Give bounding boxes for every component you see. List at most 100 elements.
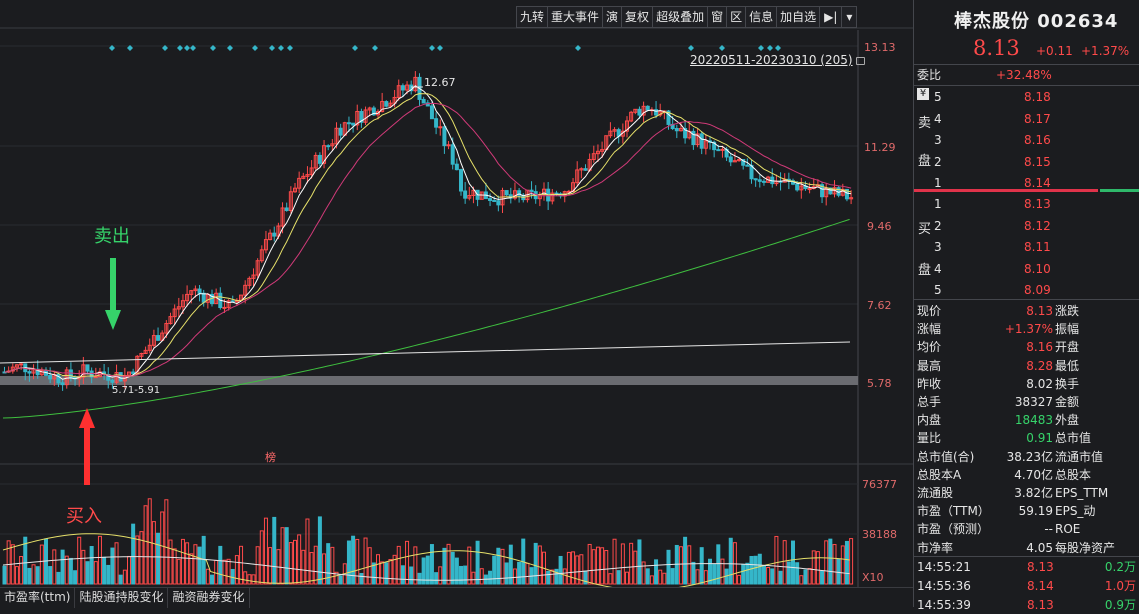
tick-price: 8.14 xyxy=(1027,579,1054,593)
rank-flag[interactable]: 榜 xyxy=(265,451,276,464)
bid-price: 8.12 xyxy=(1024,218,1051,233)
stock-code: 002634 xyxy=(1037,11,1119,32)
stock-title: 棒杰股份 002634 xyxy=(954,7,1118,33)
volume-bar xyxy=(392,554,397,585)
sell-arrow-icon xyxy=(105,258,121,330)
candle-body xyxy=(728,156,733,163)
toolbar-demo-button[interactable]: 演 xyxy=(602,6,623,28)
quote-row: 量比 0.91 总市值 xyxy=(914,429,1139,447)
volume-bar xyxy=(732,542,737,585)
toolbar-adjust-button[interactable]: 复权 xyxy=(621,6,654,28)
volume-bar xyxy=(388,558,393,585)
candle-body xyxy=(330,143,335,147)
volume-bar xyxy=(815,551,820,585)
candle-body xyxy=(110,379,115,383)
candle-body xyxy=(189,290,194,295)
candle-body xyxy=(156,335,161,341)
signal-diamond-icon xyxy=(287,45,293,51)
volume-bar xyxy=(297,534,302,585)
volume-bar xyxy=(172,548,177,585)
volume-bar xyxy=(326,543,331,585)
signal-diamond-icon xyxy=(352,45,358,51)
quote-value: +1.37% xyxy=(1004,322,1053,337)
toolbar-nine-turn-button[interactable]: 九转 xyxy=(516,6,549,28)
candle-body xyxy=(384,101,389,107)
volume-bar xyxy=(791,540,795,585)
volume-bar xyxy=(820,570,825,585)
candle-body xyxy=(127,371,131,376)
ask-row[interactable]: 3 8.16 xyxy=(914,131,1139,149)
bid-row[interactable]: 3 8.11 xyxy=(914,238,1139,256)
volume-bar xyxy=(185,542,190,585)
quote-value: 18483 xyxy=(1014,413,1053,428)
ask-row[interactable]: 5 8.18 xyxy=(914,88,1139,106)
candle-body xyxy=(172,308,177,318)
tick-price: 8.13 xyxy=(1027,560,1054,574)
date-range-label[interactable]: 20220511-20230310 (205) xyxy=(690,53,865,67)
tick-time: 14:55:36 xyxy=(917,579,971,593)
toolbar-info-button[interactable]: 信息 xyxy=(745,6,778,28)
volume-bar xyxy=(712,563,717,585)
signal-diamond-icon xyxy=(688,45,694,51)
signal-diamond-icon xyxy=(210,45,216,51)
volume-bar xyxy=(782,540,787,585)
volume-bar xyxy=(500,548,505,585)
kline-chart-area[interactable]: 九转 重大事件 演 复权 超级叠加 窗 区 信息 加自选 ▶| ▾ 202205… xyxy=(0,0,913,608)
quote-row: 内盘 18483 外盘 xyxy=(914,411,1139,429)
play-bar-icon[interactable]: ▶| xyxy=(819,6,843,28)
volume-bar xyxy=(313,545,318,585)
volume-bar xyxy=(259,530,264,585)
bid-row[interactable]: 4 8.10 xyxy=(914,260,1139,278)
candle-body xyxy=(355,111,360,126)
volume-bar xyxy=(376,554,380,585)
toolbar-overlay-button[interactable]: 超级叠加 xyxy=(652,6,709,28)
quote-label: 内盘 xyxy=(917,413,942,428)
price-axis-label: 13.13 xyxy=(864,41,896,54)
bid-row[interactable]: 5 8.09 xyxy=(914,281,1139,299)
volume-bar xyxy=(761,565,766,585)
kline-chart-svg[interactable] xyxy=(0,0,913,607)
candle-body xyxy=(442,126,447,147)
candle-body xyxy=(19,363,24,366)
quote-label: 现价 xyxy=(917,304,942,318)
sell-annotation: 卖出 xyxy=(94,226,130,247)
toolbar-window-button[interactable]: 窗 xyxy=(707,6,728,28)
lock-icon[interactable] xyxy=(855,57,865,65)
ask-row[interactable]: 4 8.17 xyxy=(914,110,1139,128)
candle-body xyxy=(359,111,364,123)
toolbar-major-events-button[interactable]: 重大事件 xyxy=(547,6,604,28)
candle-body xyxy=(263,239,268,251)
bid-row[interactable]: 2 8.12 xyxy=(914,217,1139,235)
yen-icon[interactable]: ¥ xyxy=(917,88,929,100)
quote-value: 3.82亿 xyxy=(1014,486,1053,500)
tab-pe-ttm[interactable]: 市盈率(ttm) xyxy=(0,588,76,608)
quote-row: 昨收 8.02 换手 xyxy=(914,375,1139,393)
price-axis-label: 9.46 xyxy=(867,220,892,233)
candle-body xyxy=(737,159,742,162)
trend-line xyxy=(0,341,851,364)
candle-body xyxy=(844,188,849,200)
tick-time: 14:55:39 xyxy=(917,598,971,612)
volume-bar xyxy=(73,570,78,585)
tick-time: 14:55:21 xyxy=(917,560,971,574)
ask-row[interactable]: 2 8.15 xyxy=(914,153,1139,171)
candle-body xyxy=(824,187,829,198)
candle-body xyxy=(168,316,173,325)
volume-bar xyxy=(284,527,289,585)
volume-bar xyxy=(662,572,667,585)
ask-row[interactable]: 1 8.14 xyxy=(914,174,1139,192)
toolbar-add-watchlist-button[interactable]: 加自选 xyxy=(776,6,821,28)
tab-hk-connect-holdings[interactable]: 陆股通持股变化 xyxy=(75,588,169,608)
triangle-down-icon[interactable]: ▾ xyxy=(841,6,858,28)
bid-row[interactable]: 1 8.13 xyxy=(914,195,1139,213)
candle-body xyxy=(139,353,144,357)
quote-label-secondary: 流通市值 xyxy=(1055,449,1104,464)
candle-body xyxy=(322,145,327,164)
candle-body xyxy=(27,371,32,374)
volume-bar xyxy=(587,543,592,585)
toolbar-range-button[interactable]: 区 xyxy=(726,6,747,28)
quote-label-secondary: 振幅 xyxy=(1055,322,1080,337)
quote-row: 最高 8.28 最低 xyxy=(914,357,1139,375)
volume-axis-label: 76377 xyxy=(862,478,897,491)
tab-margin-trading[interactable]: 融资融券变化 xyxy=(168,588,250,608)
